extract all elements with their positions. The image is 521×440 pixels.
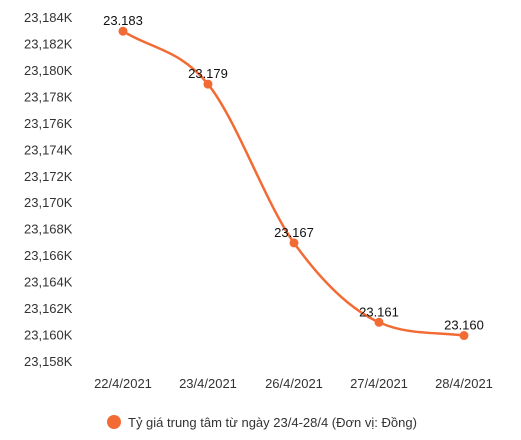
x-axis: 22/4/2021 23/4/2021 26/4/2021 27/4/2021 28/4… (94, 376, 493, 391)
y-tick-label: 23,178K (24, 89, 73, 104)
y-tick-label: 23,182K (24, 36, 73, 51)
legend-label: Tỷ giá trung tâm từ ngày 23/4-28/4 (Đơn … (128, 415, 417, 430)
x-tick-label: 26/4/2021 (265, 376, 323, 391)
y-tick-label: 23,170K (24, 195, 73, 210)
y-tick-label: 23,172K (24, 169, 73, 184)
legend[interactable]: Tỷ giá trung tâm từ ngày 23/4-28/4 (Đơn … (107, 415, 417, 430)
data-label: 23.161 (359, 304, 399, 319)
y-tick-label: 23,174K (24, 142, 73, 157)
data-labels: 23.183 23.179 23.167 23.161 23.160 (103, 13, 484, 332)
data-point (289, 238, 299, 248)
legend-marker (107, 415, 121, 429)
y-tick-label: 23,160K (24, 328, 73, 343)
series-line (122, 30, 465, 337)
y-tick-label: 23,158K (24, 354, 73, 369)
data-label: 23.167 (274, 225, 314, 240)
data-point (374, 317, 384, 327)
data-point (118, 26, 128, 36)
y-tick-label: 23,162K (24, 301, 73, 316)
y-tick-label: 23,164K (24, 275, 73, 290)
x-tick-label: 28/4/2021 (435, 376, 493, 391)
y-tick-label: 23,180K (24, 63, 73, 78)
data-label: 23.160 (444, 318, 484, 333)
data-points (118, 26, 469, 341)
x-tick-label: 23/4/2021 (179, 376, 237, 391)
y-tick-label: 23,176K (24, 116, 73, 131)
data-label: 23.179 (188, 66, 228, 81)
x-tick-label: 22/4/2021 (94, 376, 152, 391)
data-point (203, 79, 213, 89)
y-tick-label: 23,168K (24, 222, 73, 237)
data-label: 23.183 (103, 13, 143, 28)
y-tick-label: 23,184K (24, 10, 73, 25)
x-tick-label: 27/4/2021 (350, 376, 408, 391)
data-point (459, 331, 469, 341)
y-axis: 23,158K 23,160K 23,162K 23,164K 23,166K 23,16… (24, 10, 73, 369)
y-tick-label: 23,166K (24, 248, 73, 263)
